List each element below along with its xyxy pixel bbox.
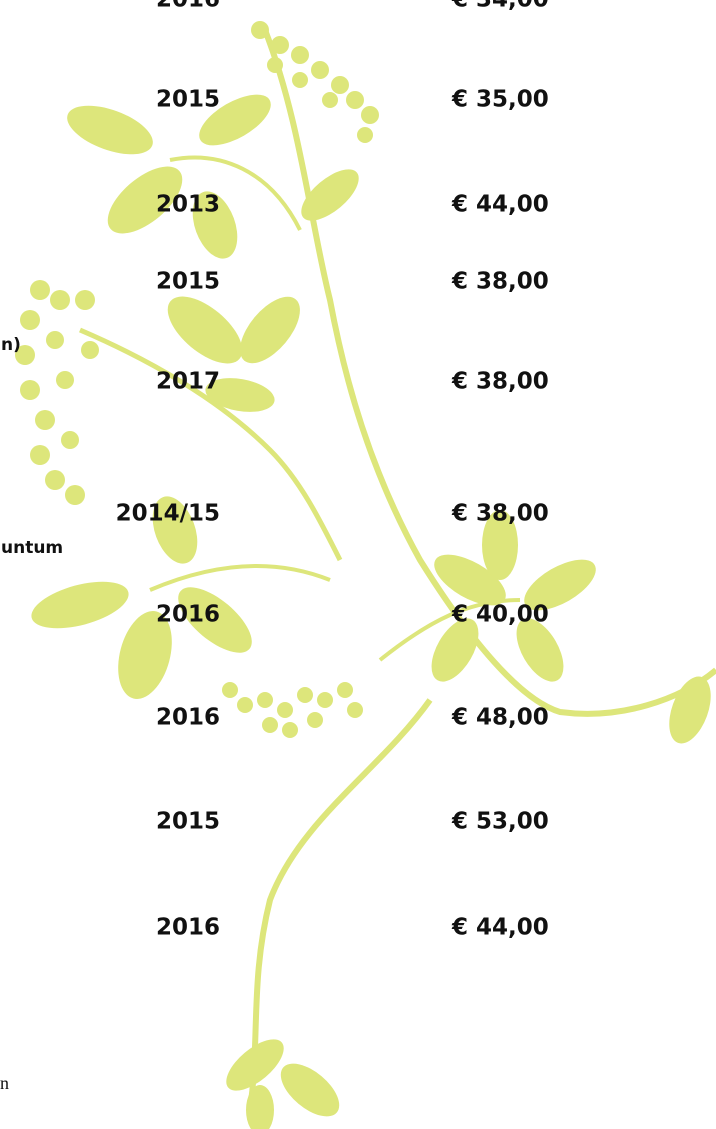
price: € 53,00	[451, 809, 549, 835]
year: 2015	[156, 809, 220, 835]
cut-off-text: n)	[1, 335, 21, 355]
price: € 38,00	[451, 369, 549, 395]
price: € 40,00	[451, 602, 549, 628]
price: € 48,00	[451, 705, 549, 731]
cut-off-text: untum	[1, 538, 63, 558]
wine-list: 2016 € 34,00 2015 € 35,00 2013 € 44,00 2015 € 3…	[0, 0, 716, 1129]
price: € 38,00	[451, 501, 549, 527]
price: € 34,00	[451, 0, 549, 13]
year: 2016	[156, 602, 220, 628]
page: 2016 € 34,00 2015 € 35,00 2013 € 44,00 2015 € 3…	[0, 0, 716, 1129]
year: 2016	[156, 915, 220, 941]
price: € 38,00	[451, 269, 549, 295]
vine-decoration	[15, 21, 716, 1129]
price: € 44,00	[451, 915, 549, 941]
year: 2014/15	[116, 501, 220, 527]
year: 2016	[156, 705, 220, 731]
price: € 44,00	[451, 192, 549, 218]
year: 2015	[156, 87, 220, 113]
year: 2016	[156, 0, 220, 13]
cut-off-text: n	[0, 1073, 9, 1093]
price: € 35,00	[451, 87, 549, 113]
year: 2013	[156, 192, 220, 218]
year: 2015	[156, 269, 220, 295]
year: 2017	[156, 369, 220, 395]
